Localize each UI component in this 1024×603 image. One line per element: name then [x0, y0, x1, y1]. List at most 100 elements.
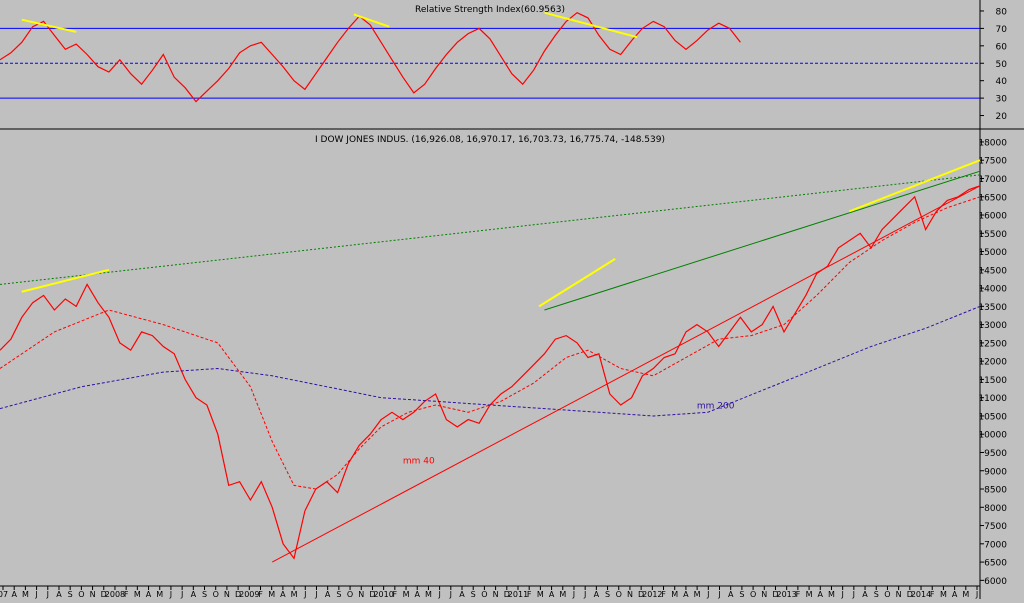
dow-y-tick-label: 6000	[984, 577, 1007, 587]
dow-y-tick-label: 14000	[978, 285, 1007, 295]
dow-y-tick-label: 10000	[978, 431, 1007, 441]
x-tick-label: A	[862, 590, 868, 599]
x-tick-label: N	[627, 590, 633, 599]
x-tick-label: F	[661, 590, 666, 599]
x-tick-label: 2014	[911, 590, 931, 599]
dow-y-tick-label: 7000	[984, 540, 1007, 550]
x-tick-label: J	[975, 590, 978, 599]
x-tick-label: 2008	[105, 590, 125, 599]
x-tick-label: A	[191, 590, 197, 599]
x-tick-label: A	[683, 590, 689, 599]
x-tick-label: M	[940, 590, 947, 599]
x-tick-label: 2010	[373, 590, 393, 599]
x-tick-label: A	[325, 590, 331, 599]
dow-y-tick-label: 17500	[978, 157, 1007, 167]
x-tick-label: 07	[0, 590, 8, 599]
dow-trendline	[848, 159, 981, 213]
x-tick-label: O	[884, 590, 890, 599]
x-tick-label: S	[68, 590, 73, 599]
rsi-title: Relative Strength Index(60.9563)	[415, 5, 565, 15]
dow-y-tick-label: 9500	[984, 449, 1007, 459]
x-tick-label: J	[852, 590, 855, 599]
x-tick-label: M	[134, 590, 141, 599]
rsi-trendline	[353, 13, 390, 28]
x-tick-label: F	[796, 590, 801, 599]
x-tick-label: J	[314, 590, 317, 599]
x-tick-label: A	[952, 590, 958, 599]
dow-title: I DOW JONES INDUS. (16,926.08, 16,970.17…	[315, 135, 665, 145]
x-tick-label: A	[11, 590, 17, 599]
x-tick-label: D	[772, 590, 778, 599]
x-tick-label: J	[34, 590, 37, 599]
x-tick-label: J	[717, 590, 720, 599]
dow-series-mm-200	[0, 305, 981, 417]
dow-y-tick-label: 15000	[978, 248, 1007, 258]
x-tick-label: M	[537, 590, 544, 599]
rsi-y-tick-label: 60	[996, 42, 1008, 52]
dow-y-tick-label: 17000	[978, 175, 1007, 185]
x-tick-label: D	[504, 590, 510, 599]
x-tick-label: O	[78, 590, 84, 599]
x-tick-label: 2012	[642, 590, 662, 599]
x-tick-label: F	[124, 590, 129, 599]
rsi-trendline	[544, 11, 638, 39]
x-tick-label: M	[268, 590, 275, 599]
x-tick-label: O	[213, 590, 219, 599]
x-tick-label: N	[761, 590, 767, 599]
x-tick-label: A	[728, 590, 734, 599]
x-tick-label: D	[101, 590, 107, 599]
x-tick-label: J	[449, 590, 452, 599]
dow-trendline	[271, 185, 981, 563]
x-tick-label: A	[594, 590, 600, 599]
x-tick-label: O	[481, 590, 487, 599]
dow-y-tick-label: 8000	[984, 504, 1007, 514]
dow-annotation: mm 40	[403, 456, 435, 466]
rsi-y-tick-label: 20	[996, 112, 1008, 122]
dow-y-tick-label: 16500	[978, 193, 1007, 203]
dow-trendline	[538, 258, 616, 308]
dow-y-tick-label: 16000	[978, 212, 1007, 222]
rsi-series-line	[0, 11, 741, 103]
x-tick-label: J	[180, 590, 183, 599]
x-tick-label: M	[156, 590, 163, 599]
x-tick-label: F	[527, 590, 532, 599]
dow-annotation: mm 200	[697, 402, 735, 412]
x-tick-label: M	[806, 590, 813, 599]
x-tick-label: J	[583, 590, 586, 599]
dow-y-tick-label: 12000	[978, 358, 1007, 368]
dow-y-tick-label: 6500	[984, 559, 1007, 569]
x-tick-label: 2011	[508, 590, 528, 599]
dow-y-tick-label: 10500	[978, 412, 1007, 422]
x-tick-label: J	[572, 590, 575, 599]
x-tick-label: A	[146, 590, 152, 599]
x-tick-label: S	[336, 590, 341, 599]
x-tick-label: S	[739, 590, 744, 599]
dow-trendline	[544, 170, 981, 311]
dow-y-tick-label: 9000	[984, 467, 1007, 477]
dow-y-tick-label: 14500	[978, 266, 1007, 276]
x-tick-label: M	[22, 590, 29, 599]
x-tick-label: F	[393, 590, 398, 599]
x-tick-label: M	[403, 590, 410, 599]
x-tick-label: M	[291, 590, 298, 599]
dow-y-tick-label: 18000	[978, 138, 1007, 148]
x-tick-label: O	[347, 590, 353, 599]
x-tick-label: D	[369, 590, 375, 599]
x-tick-label: A	[56, 590, 62, 599]
x-tick-label: J	[437, 590, 440, 599]
x-tick-label: F	[930, 590, 935, 599]
dow-y-tick-label: 12500	[978, 339, 1007, 349]
x-tick-label: O	[750, 590, 756, 599]
dow-y-tick-label: 13500	[978, 303, 1007, 313]
x-tick-label: M	[962, 590, 969, 599]
x-tick-label: 2009	[239, 590, 259, 599]
x-tick-label: M	[694, 590, 701, 599]
dow-y-tick-label: 7500	[984, 522, 1007, 532]
x-tick-label: M	[425, 590, 432, 599]
x-tick-label: A	[459, 590, 465, 599]
x-tick-label: N	[358, 590, 364, 599]
x-tick-label: N	[896, 590, 902, 599]
dow-y-tick-label: 13000	[978, 321, 1007, 331]
